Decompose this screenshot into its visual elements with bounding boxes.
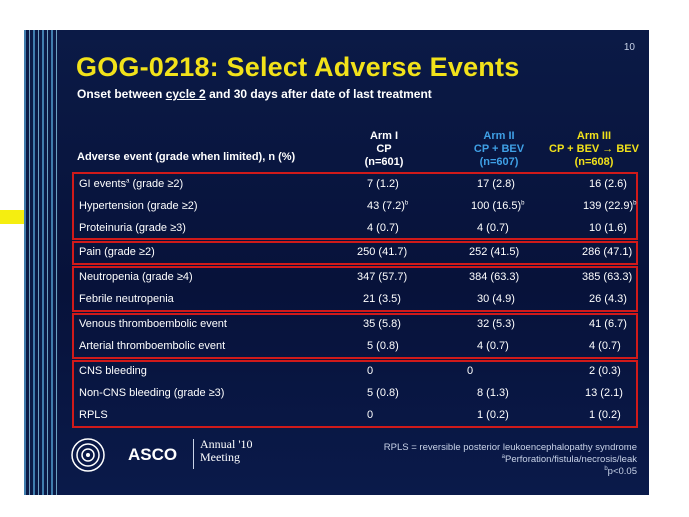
arm1-value: 5 (0.8) — [367, 340, 399, 352]
group-box-bleeding-rpls — [72, 360, 638, 428]
arm1-value: 35 (5.8) — [363, 318, 401, 330]
table-row: CNS bleeding 0 0 2 (0.3) — [77, 361, 637, 383]
arm1-n: (n=601) — [364, 156, 404, 168]
arm2-value: 4 (0.7) — [477, 222, 509, 234]
row-label: RPLS — [79, 409, 108, 421]
meeting-line: Meeting — [200, 450, 240, 464]
arm1-value: 21 (3.5) — [363, 293, 401, 305]
arm3-value: 385 (63.3) — [582, 271, 633, 283]
table-row: Neutropenia (grade ≥4) 347 (57.7) 384 (6… — [77, 267, 637, 289]
arm2-header: Arm II CP + BEV (n=607) — [444, 130, 554, 169]
arm3-value: 26 (4.3) — [589, 293, 627, 305]
subtitle-post: and 30 days after date of last treatment — [205, 87, 432, 101]
subtitle-pre: Onset between — [77, 87, 166, 101]
adverse-event-header: Adverse event (grade when limited), n (%… — [77, 151, 296, 163]
logo-divider — [193, 439, 194, 469]
arm3-value: 10 (1.6) — [589, 222, 627, 234]
row-label: Pain (grade ≥2) — [79, 246, 155, 258]
annual-meeting-text: Annual '10 Meeting — [200, 438, 253, 464]
arm1-value: 7 (1.2) — [367, 178, 399, 190]
slide: 10 GOG-0218: Select Adverse Events Onset… — [24, 30, 649, 495]
table-row: RPLS 0 1 (0.2) 1 (0.2) — [77, 405, 637, 427]
arm2-value: 8 (1.3) — [477, 387, 509, 399]
row-label: Hypertension (grade ≥2) — [79, 200, 198, 212]
annual-line: Annual '10 — [200, 437, 253, 451]
arm2-n: (n=607) — [479, 156, 519, 168]
arm3-value: 13 (2.1) — [585, 387, 623, 399]
group-box-gi-hypertension-proteinuria — [72, 172, 638, 240]
asco-wordmark: ASCO — [128, 445, 178, 464]
arm3-regimen: CP + BEV → BEV — [549, 143, 639, 155]
arm1-value: 0 — [367, 365, 374, 377]
row-label: Proteinuria (grade ≥3) — [79, 222, 186, 234]
asco-logo-icon — [71, 438, 105, 472]
arm1-value: 0 — [367, 409, 374, 421]
arm1-value: 347 (57.7) — [357, 271, 408, 283]
arm3-value: 4 (0.7) — [589, 340, 621, 352]
arm1-regimen: CP — [376, 143, 392, 155]
arm3-header: Arm III CP + BEV → BEV (n=608) — [544, 130, 644, 169]
table-row: Pain (grade ≥2) 250 (41.7) 252 (41.5) 28… — [77, 242, 637, 264]
arm3-value: 16 (2.6) — [589, 178, 627, 190]
group-box-thromboembolic — [72, 313, 638, 359]
arm1-value: 250 (41.7) — [357, 246, 408, 258]
table-row: GI eventsa (grade ≥2) 7 (1.2) 17 (2.8) 1… — [77, 174, 637, 196]
slide-subtitle: Onset between cycle 2 and 30 days after … — [77, 87, 432, 101]
arm2-value: 100 (16.5)b — [471, 200, 525, 212]
decorative-stripes — [24, 30, 58, 495]
row-label: Neutropenia (grade ≥4) — [79, 271, 193, 283]
row-label: Arterial thromboembolic event — [79, 340, 226, 352]
arm2-value: 1 (0.2) — [477, 409, 509, 421]
arm2-value: 32 (5.3) — [477, 318, 515, 330]
asco-annual-meeting-logo: ASCO Annual '10 Meeting — [68, 435, 288, 475]
arm3-value: 2 (0.3) — [589, 365, 621, 377]
row-label: Non-CNS bleeding (grade ≥3) — [79, 387, 225, 399]
arm2-name: Arm II — [483, 130, 515, 142]
arm3-n: (n=608) — [574, 156, 614, 168]
arm2-regimen: CP + BEV — [473, 143, 525, 155]
row-label: Venous thromboembolic event — [79, 318, 227, 330]
group-box-neutropenia — [72, 266, 638, 312]
table-row: Febrile neutropenia 21 (3.5) 30 (4.9) 26… — [77, 289, 637, 311]
table-row: Hypertension (grade ≥2) 43 (7.2)b 100 (1… — [77, 196, 637, 218]
arm1-header: Arm I CP (n=601) — [344, 130, 424, 169]
arm2-value: 4 (0.7) — [477, 340, 509, 352]
slide-number: 10 — [623, 42, 635, 53]
row-label: GI eventsa (grade ≥2) — [79, 178, 184, 190]
footnote-a: aPerforation/fistula/necrosis/leak — [501, 453, 637, 465]
arm1-value: 5 (0.8) — [367, 387, 399, 399]
slide-title: GOG-0218: Select Adverse Events — [76, 52, 520, 82]
arm2-value: 252 (41.5) — [469, 246, 520, 258]
footnote-rpls: RPLS = reversible posterior leukoencepha… — [383, 442, 637, 453]
row-label: CNS bleeding — [79, 365, 147, 377]
arm3-value: 139 (22.9)b — [583, 200, 637, 212]
arm1-name: Arm I — [369, 130, 399, 142]
arm2-value: 384 (63.3) — [469, 271, 520, 283]
arm3-value: 286 (47.1) — [582, 246, 633, 258]
group-box-pain — [72, 241, 638, 265]
footnote-b: bp<0.05 — [604, 465, 637, 477]
table-row: Arterial thromboembolic event 5 (0.8) 4 … — [77, 336, 637, 358]
table-row: Non-CNS bleeding (grade ≥3) 5 (0.8) 8 (1… — [77, 383, 637, 405]
subtitle-underlined: cycle 2 — [165, 87, 206, 101]
arm1-value: 4 (0.7) — [367, 222, 399, 234]
arm2-value: 17 (2.8) — [477, 178, 515, 190]
arm1-value: 43 (7.2)b — [367, 200, 409, 212]
table-row: Proteinuria (grade ≥3) 4 (0.7) 4 (0.7) 1… — [77, 218, 637, 240]
row-label: Febrile neutropenia — [79, 293, 174, 305]
arm3-name: Arm III — [576, 130, 612, 142]
table-row: Venous thromboembolic event 35 (5.8) 32 … — [77, 314, 637, 336]
arm3-value: 41 (6.7) — [589, 318, 627, 330]
arm2-value: 30 (4.9) — [477, 293, 515, 305]
arm3-value: 1 (0.2) — [589, 409, 621, 421]
arm2-value: 0 — [467, 365, 474, 377]
